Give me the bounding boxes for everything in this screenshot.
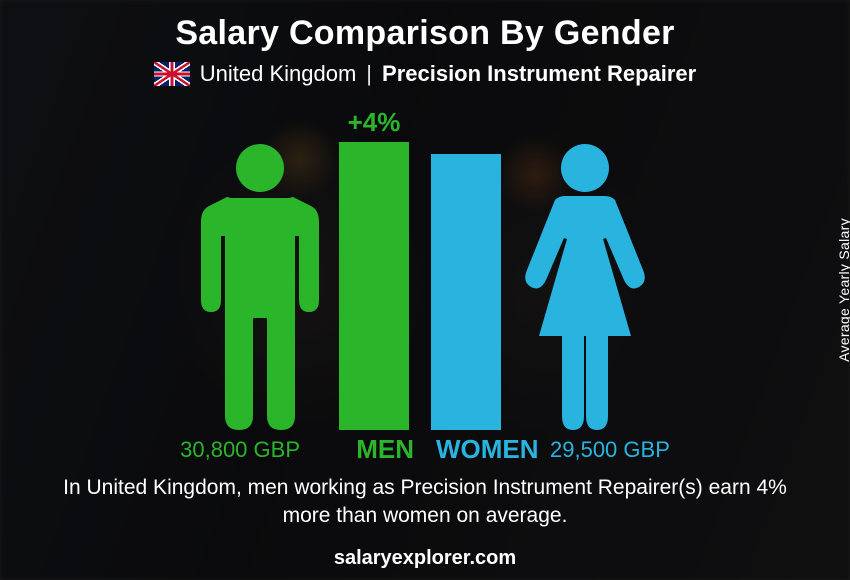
women-bar-wrap — [431, 154, 501, 430]
job-title: Precision Instrument Repairer — [382, 61, 696, 87]
men-label-group: 30,800 GBP MEN — [150, 434, 414, 465]
y-axis-label: Average Yearly Salary — [836, 290, 850, 434]
footer-link: salaryexplorer.com — [0, 547, 850, 570]
woman-figure-wrap — [515, 140, 655, 430]
men-label: MEN — [314, 434, 414, 465]
women-bar — [431, 154, 501, 430]
chart-area: +4% — [0, 100, 850, 430]
content-layer: Salary Comparison By Gender United Kingd… — [0, 0, 850, 580]
subtitle-row: United Kingdom | Precision Instrument Re… — [0, 61, 850, 87]
men-group: +4% — [195, 107, 409, 430]
women-label: WOMEN — [436, 434, 536, 465]
women-salary: 29,500 GBP — [550, 437, 700, 463]
labels-row: 30,800 GBP MEN WOMEN 29,500 GBP — [0, 434, 850, 465]
women-group — [431, 140, 655, 430]
men-bar-wrap: +4% — [339, 107, 409, 430]
woman-icon — [515, 140, 655, 430]
men-bar — [339, 142, 409, 430]
separator: | — [366, 61, 372, 87]
uk-flag-icon — [154, 62, 190, 86]
man-icon — [195, 140, 325, 430]
men-salary: 30,800 GBP — [150, 437, 300, 463]
women-label-group: WOMEN 29,500 GBP — [436, 434, 700, 465]
pct-label: +4% — [348, 107, 401, 138]
man-figure-wrap — [195, 140, 325, 430]
country-label: United Kingdom — [200, 61, 357, 87]
page-title: Salary Comparison By Gender — [0, 0, 850, 53]
caption-text: In United Kingdom, men working as Precis… — [60, 474, 790, 531]
